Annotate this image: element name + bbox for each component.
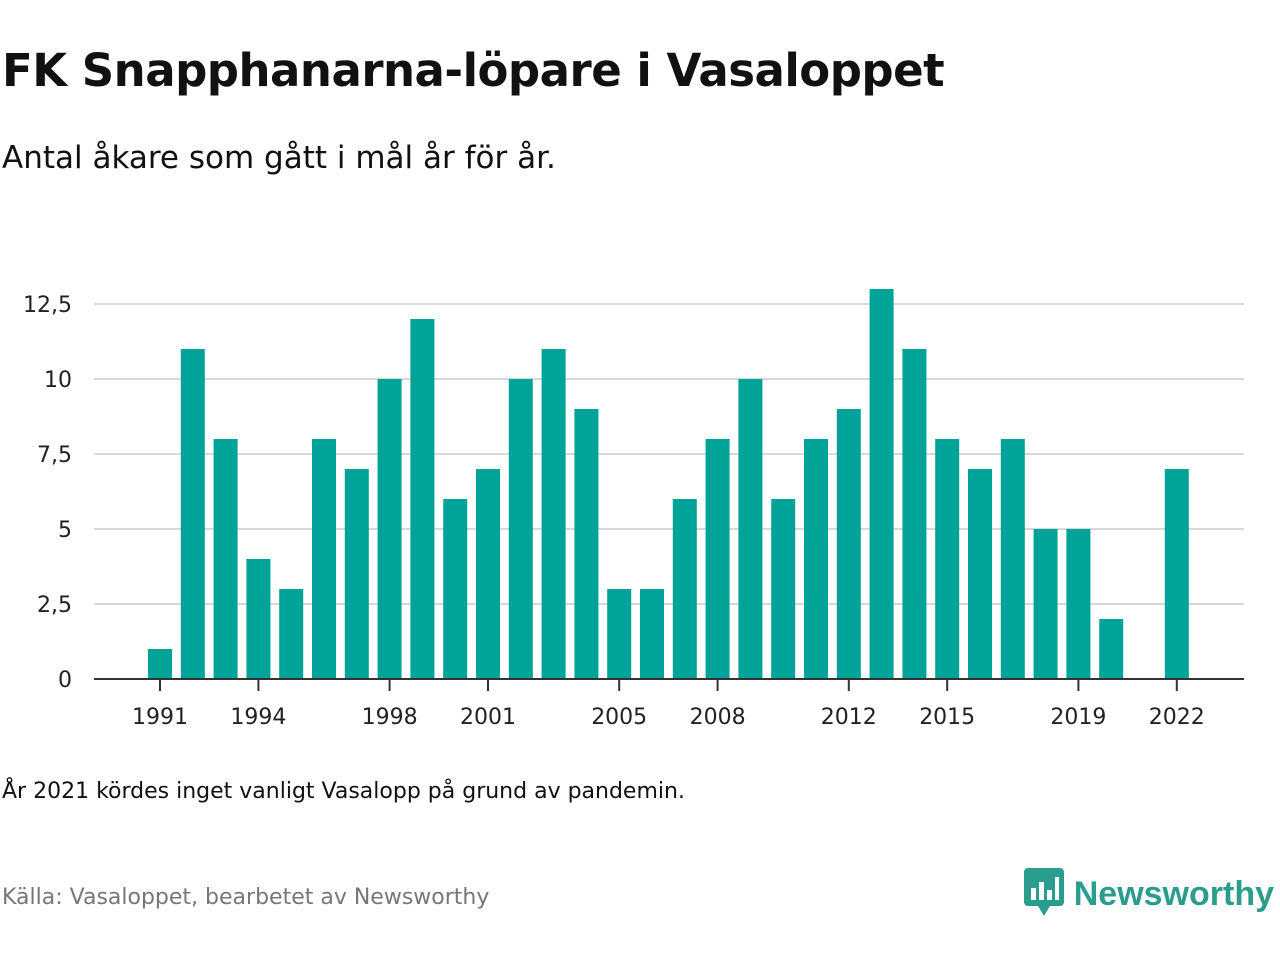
bar-1992 <box>180 349 205 679</box>
bar-1999 <box>410 319 435 679</box>
bar-2010 <box>771 499 796 679</box>
x-tick-label: 2015 <box>919 705 975 730</box>
bar-1994 <box>246 559 271 679</box>
y-tick-label: 7,5 <box>37 443 72 468</box>
bar-2002 <box>508 379 533 679</box>
bar-2017 <box>1000 439 1025 679</box>
bar-2001 <box>476 469 500 679</box>
bar-2018 <box>1033 529 1058 679</box>
bar-2009 <box>738 379 763 679</box>
bar-2007 <box>672 499 697 679</box>
bar-2019 <box>1066 529 1091 679</box>
y-tick-label: 2,5 <box>37 593 72 618</box>
x-tick-label: 1998 <box>362 705 418 730</box>
bar-1993 <box>213 439 238 679</box>
bar-2015 <box>935 439 960 679</box>
bar-2008 <box>705 439 730 679</box>
bar-2003 <box>541 349 566 679</box>
x-tick-label: 2022 <box>1149 705 1205 730</box>
bar-2005 <box>607 589 632 679</box>
bar-1991 <box>148 649 172 679</box>
chart-note: År 2021 kördes inget vanligt Vasalopp på… <box>2 779 685 804</box>
y-tick-label: 0 <box>58 668 72 693</box>
bar-1997 <box>344 469 369 679</box>
bar-1995 <box>279 589 304 679</box>
bar-2012 <box>836 409 861 679</box>
bar-1996 <box>312 439 336 679</box>
newsworthy-bars-icon <box>1023 868 1064 920</box>
chart-subtitle: Antal åkare som gått i mål år för år. <box>2 140 556 176</box>
x-tick-label: 2005 <box>591 705 647 730</box>
bar-2006 <box>640 589 664 679</box>
bar-2014 <box>902 349 927 679</box>
y-axis-ticks: 0 2,5 5 7,5 10 12,5 <box>23 293 72 693</box>
source-text: Källa: Vasaloppet, bearbetet av Newswort… <box>2 885 490 910</box>
bar-chart: 0 2,5 5 7,5 10 12,5 1991 1994 1998 2001 2005 2008 2… <box>23 289 1244 730</box>
y-tick-label: 12,5 <box>23 293 72 318</box>
bar-2016 <box>968 469 992 679</box>
bar-2022 <box>1164 469 1189 679</box>
newsworthy-logo: Newsworthy <box>1023 868 1274 920</box>
x-tick-label: 1994 <box>230 705 286 730</box>
x-tick-label: 2019 <box>1050 705 1106 730</box>
x-tick-label: 2008 <box>690 705 746 730</box>
bars <box>148 289 1189 679</box>
bar-2011 <box>804 439 828 679</box>
x-tick-label: 2001 <box>460 705 516 730</box>
bar-2013 <box>869 289 894 679</box>
bar-2020 <box>1099 619 1124 679</box>
bar-1998 <box>377 379 402 679</box>
y-tick-label: 5 <box>58 518 72 543</box>
chart-title: FK Snapphanarna-löpare i Vasaloppet <box>2 44 945 97</box>
x-tick-label: 1991 <box>132 705 188 730</box>
bar-2004 <box>574 409 599 679</box>
x-axis-ticks: 1991 1994 1998 2001 2005 2008 2012 2015 2019 2022 <box>132 679 1205 730</box>
brand-name: Newsworthy <box>1073 874 1274 913</box>
bar-2000 <box>443 499 468 679</box>
y-tick-label: 10 <box>44 368 72 393</box>
x-tick-label: 2012 <box>821 705 877 730</box>
